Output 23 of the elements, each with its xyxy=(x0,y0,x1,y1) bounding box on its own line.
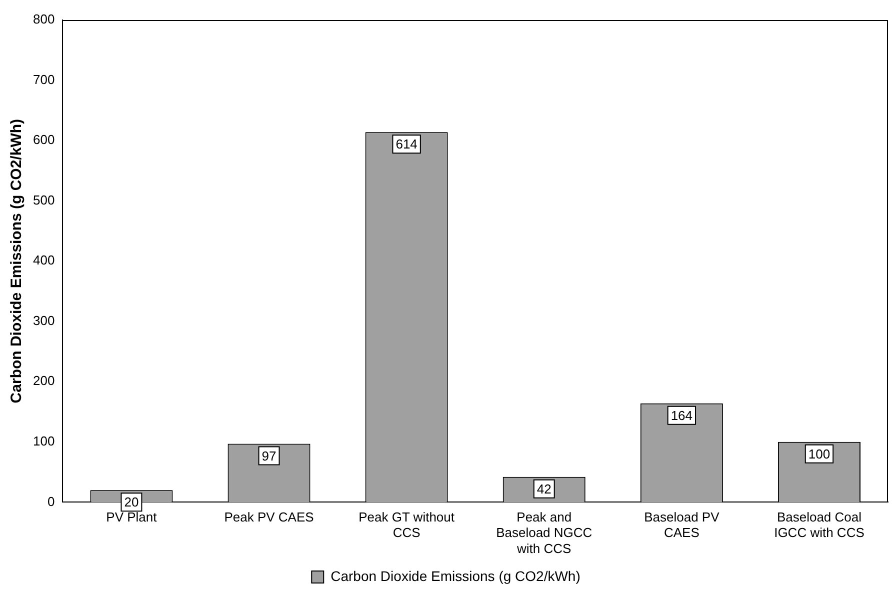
y-tick-label: 300 xyxy=(32,312,55,328)
data-label: 42 xyxy=(536,481,552,496)
data-label: 20 xyxy=(124,494,139,510)
data-label: 614 xyxy=(396,136,418,152)
y-tick-label: 800 xyxy=(32,12,55,27)
y-axis-title: Carbon Dioxide Emissions (g CO2/kWh) xyxy=(8,118,26,404)
x-tick-label: Peak GT without CCS xyxy=(358,510,455,540)
y-tick-label: 600 xyxy=(32,132,55,148)
data-label: 100 xyxy=(808,446,830,462)
y-tick-label: 100 xyxy=(32,434,55,449)
legend-label: Carbon Dioxide Emissions (g CO2/kWh) xyxy=(330,568,580,584)
data-label: 164 xyxy=(670,408,693,423)
x-tick-label: Baseload Coal IGCC with CCS xyxy=(774,510,865,540)
x-tick-label: Peak and Baseload NGCC with CCS xyxy=(496,510,592,556)
y-tick-label: 400 xyxy=(32,252,55,268)
y-tick-label: 700 xyxy=(32,72,55,87)
x-tick-label: PV Plant xyxy=(106,510,158,525)
y-tick-label: 500 xyxy=(32,192,55,208)
x-tick-label: Baseload PV CAES xyxy=(644,510,720,540)
data-label: 97 xyxy=(262,448,276,464)
x-tick-label: Peak PV CAES xyxy=(224,510,314,525)
y-tick-label: 200 xyxy=(32,373,55,388)
y-tick-label: 0 xyxy=(47,494,55,509)
